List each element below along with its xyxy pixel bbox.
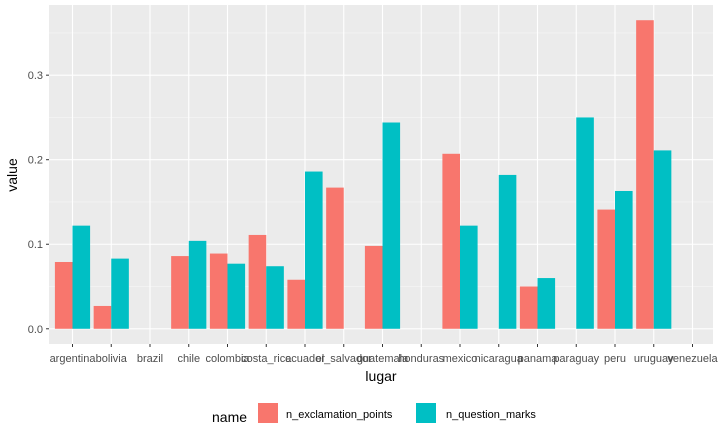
bar-n-question-marks (111, 258, 129, 329)
x-tick-label: honduras (398, 353, 444, 365)
bar-n-question-marks (305, 171, 323, 329)
bar-n-exclamation-points (519, 286, 538, 329)
x-tick-label: el_salvador (316, 353, 373, 365)
bar-n-question-marks (460, 225, 478, 329)
x-tick-label: guatemala (357, 353, 409, 365)
bar-n-exclamation-points (442, 153, 460, 329)
bar-n-question-marks (498, 174, 517, 329)
y-tick-label: 0.0 (28, 324, 43, 336)
bar-n-exclamation-points (326, 187, 344, 329)
x-axis-title: lugar (365, 368, 396, 384)
x-tick-label: venezuela (667, 353, 718, 365)
y-axis-title: value (4, 158, 20, 192)
x-tick-label: costa_rica (241, 353, 292, 365)
legend-label: n_question_marks (446, 409, 536, 421)
bar-n-question-marks (72, 225, 91, 329)
x-tick-label: chile (177, 353, 200, 365)
bar-n-question-marks (576, 117, 594, 329)
bar-n-exclamation-points (287, 279, 305, 329)
x-tick-label: brazil (137, 353, 163, 365)
x-tick-label: bolivia (96, 353, 128, 365)
legend-key (258, 403, 278, 423)
bar-n-question-marks (615, 190, 633, 329)
x-tick-label: paraguay (553, 353, 599, 365)
bar-n-exclamation-points (636, 20, 654, 329)
bar-n-question-marks (653, 150, 672, 329)
x-tick-label: panama (518, 353, 559, 365)
bar-n-exclamation-points (93, 305, 112, 329)
x-tick-label: peru (604, 353, 626, 365)
x-tick-label: ecuador (285, 353, 325, 365)
legend-label: n_exclamation_points (286, 409, 393, 421)
y-axis: 0.0 0.1 0.2 0.3 (28, 70, 49, 336)
y-tick-label: 0.3 (28, 70, 43, 82)
bar-n-question-marks (382, 122, 401, 329)
x-tick-label: nicaragua (475, 353, 524, 365)
bar-n-exclamation-points (364, 245, 383, 329)
bars-layer (54, 20, 672, 329)
x-axis: argentina bolivia brazil chile colombiacosta… (50, 344, 718, 365)
bar-n-question-marks (227, 263, 246, 329)
bar-n-question-marks (266, 266, 284, 329)
x-tick-label: uruguay (634, 353, 674, 365)
bar-n-question-marks (188, 240, 207, 329)
bar-n-exclamation-points (209, 253, 228, 329)
legend: name n_exclamation_points n_question_mark… (212, 403, 536, 425)
legend-key (416, 403, 436, 423)
bar-n-exclamation-points (597, 209, 615, 329)
bar-n-question-marks (537, 278, 556, 329)
x-tick-label: colombia (205, 353, 250, 365)
x-tick-label: mexico (443, 353, 478, 365)
x-tick-label: argentina (50, 353, 97, 365)
bar-n-exclamation-points (248, 234, 267, 329)
y-tick-label: 0.2 (28, 155, 43, 167)
legend-title: name (212, 409, 247, 425)
bar-n-exclamation-points (54, 261, 73, 329)
y-tick-label: 0.1 (28, 239, 43, 251)
bar-n-exclamation-points (171, 256, 189, 329)
